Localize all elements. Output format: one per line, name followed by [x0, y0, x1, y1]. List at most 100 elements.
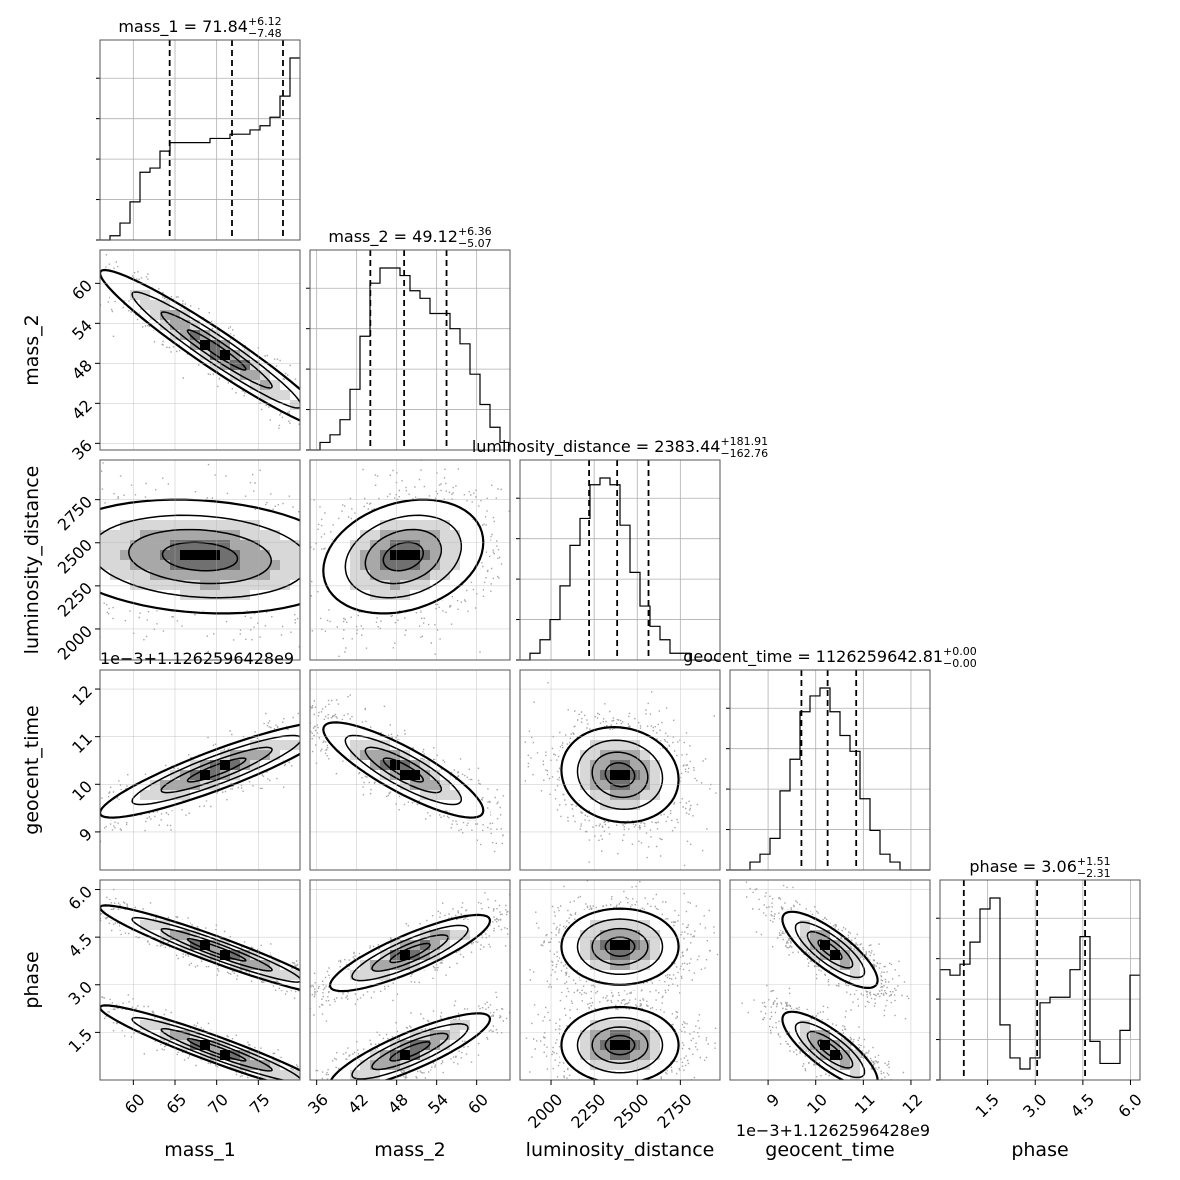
density-cell — [460, 790, 471, 801]
density-cell — [620, 1070, 631, 1080]
density-cell — [280, 1060, 291, 1071]
density-cell — [870, 970, 881, 981]
x-axis-luminosity_distance: 2000 2250 2500 2750 luminosity_distance — [524, 1080, 714, 1161]
density-cell — [150, 500, 161, 511]
density-cell — [160, 520, 171, 531]
density-cell — [230, 520, 241, 531]
density-cell — [200, 560, 211, 571]
density-cell — [810, 1030, 821, 1041]
density-cell — [240, 520, 251, 531]
density-cell — [240, 370, 251, 381]
density-cell — [100, 580, 111, 591]
density-cell — [230, 550, 241, 561]
density-cell — [210, 610, 221, 621]
density-cell — [380, 970, 391, 981]
density-cell — [230, 360, 241, 371]
density-cell — [650, 1060, 661, 1071]
density-cell — [380, 510, 391, 521]
contour-line — [781, 1010, 879, 1080]
density-cell — [230, 510, 241, 521]
density-cell — [800, 930, 811, 941]
density-cell — [640, 910, 651, 921]
density-cell — [470, 1020, 481, 1031]
density-cell — [580, 730, 591, 741]
density-cell — [830, 930, 841, 941]
density-cell — [630, 930, 641, 941]
density-cell — [600, 790, 611, 801]
density-cell — [240, 550, 251, 561]
density-cell — [240, 380, 251, 391]
density-cell — [660, 1020, 671, 1031]
density-cell — [190, 590, 201, 601]
density-cell — [260, 580, 271, 591]
density-peak-cell — [620, 1040, 630, 1050]
x-tick-label: 12 — [898, 1090, 926, 1118]
density-cell — [650, 940, 661, 951]
density-cell — [650, 1050, 661, 1061]
density-cell — [340, 540, 351, 551]
density-cell — [390, 970, 401, 981]
density-cell — [420, 540, 431, 551]
density-cell — [100, 810, 111, 821]
density-cell — [220, 560, 231, 571]
density-peak-cell — [210, 550, 220, 560]
density-cell — [590, 970, 601, 981]
density-cell — [440, 1040, 451, 1051]
y-tick-label: 9 — [75, 824, 96, 845]
density-cell — [110, 810, 121, 821]
panel-frame — [99, 249, 301, 451]
density-cell — [450, 1040, 461, 1051]
density-cell — [200, 600, 211, 611]
density-cell — [120, 1010, 131, 1021]
contour-line — [576, 1016, 664, 1074]
density-cell — [160, 560, 171, 571]
density-cell — [250, 970, 261, 981]
density-cell — [210, 570, 221, 581]
contour-line — [186, 1037, 247, 1062]
y-tick-label: 60 — [68, 276, 96, 304]
density-cell — [230, 500, 241, 511]
density-cell — [620, 760, 631, 771]
density-cell — [250, 580, 261, 591]
density-cell — [650, 750, 661, 761]
density-cell — [230, 940, 241, 951]
density-cell — [580, 1030, 591, 1041]
density-cell — [370, 760, 381, 771]
histogram-step-luminosity_distance — [520, 477, 720, 661]
density-cell — [390, 1070, 401, 1080]
x-tick-label: 2250 — [567, 1090, 609, 1132]
panel-title-mass_1: mass_1 = 71.84+6.12 — [118, 15, 281, 37]
contour-line — [322, 721, 485, 819]
density-cell — [440, 770, 451, 781]
density-cell — [250, 750, 261, 761]
density-cell — [590, 1020, 601, 1031]
density-cell — [220, 750, 231, 761]
density-cell — [600, 810, 611, 821]
x-axis-label-mass_2: mass_2 — [374, 1139, 446, 1161]
density-cell — [130, 550, 141, 561]
density-cell — [570, 740, 581, 751]
contour-line — [131, 1016, 300, 1080]
density-cell — [460, 510, 471, 521]
density-cell — [250, 360, 261, 371]
density-cell — [600, 980, 611, 991]
density-cell — [400, 540, 411, 551]
density-cell — [400, 590, 411, 601]
y-tick-label: 1.5 — [65, 1025, 96, 1056]
contour-line — [817, 939, 843, 961]
density-cell — [210, 600, 221, 611]
density-cell — [270, 760, 281, 771]
density-cell — [380, 750, 391, 761]
density-cell — [210, 560, 221, 571]
density-cell — [190, 520, 201, 531]
density-cell — [370, 770, 381, 781]
density-cell — [370, 530, 381, 541]
density-cell — [660, 1030, 671, 1041]
density-cell — [320, 580, 331, 591]
density-cell — [580, 960, 591, 971]
density-cell — [360, 530, 371, 541]
density-cell — [420, 790, 431, 801]
density-cell — [640, 970, 651, 981]
density-cell — [150, 290, 161, 301]
